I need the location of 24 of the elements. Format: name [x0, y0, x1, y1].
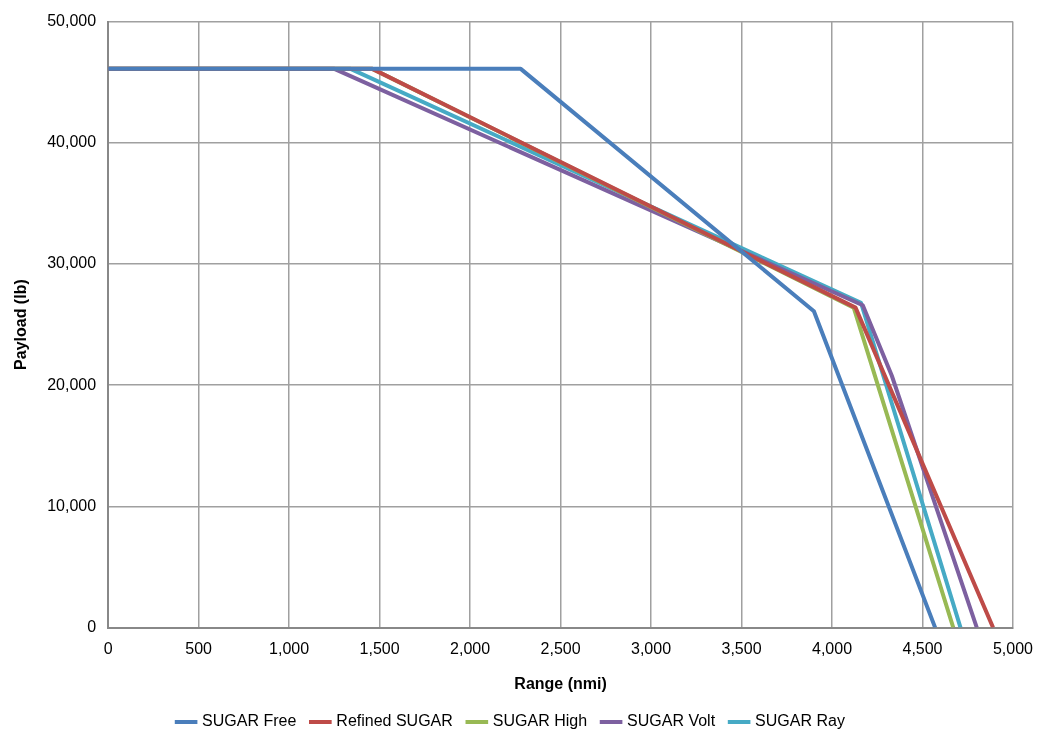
y-tick-label: 10,000: [47, 496, 97, 514]
x-tick-label: 1,000: [269, 639, 310, 657]
x-tick-label: 5,000: [992, 639, 1034, 657]
legend-label: Refined SUGAR: [336, 712, 453, 730]
x-tick-label: 2,500: [540, 639, 581, 657]
x-tick-label: 500: [185, 639, 213, 657]
legend-label: SUGAR Free: [202, 712, 297, 730]
x-tick-label: 4,000: [811, 639, 853, 657]
x-tick-label: 2,000: [450, 639, 491, 657]
y-tick-label: 50,000: [47, 12, 97, 30]
x-tick-label: 0: [103, 639, 113, 657]
y-tick-label: 0: [87, 618, 97, 636]
x-tick-label: 3,500: [721, 639, 762, 657]
y-tick-label: 30,000: [47, 254, 97, 272]
legend-label: SUGAR Ray: [755, 712, 845, 730]
legend-label: SUGAR Volt: [627, 712, 716, 730]
legend-label: SUGAR High: [492, 712, 588, 730]
x-tick-label: 3,000: [631, 639, 672, 657]
y-tick-label: 40,000: [47, 133, 97, 151]
y-axis-title: Payload (lb): [12, 279, 30, 370]
x-tick-label: 4,500: [902, 639, 943, 657]
y-tick-label: 20,000: [47, 375, 97, 393]
x-axis-title: Range (nmi): [514, 674, 607, 692]
x-tick-label: 1,500: [359, 639, 400, 657]
